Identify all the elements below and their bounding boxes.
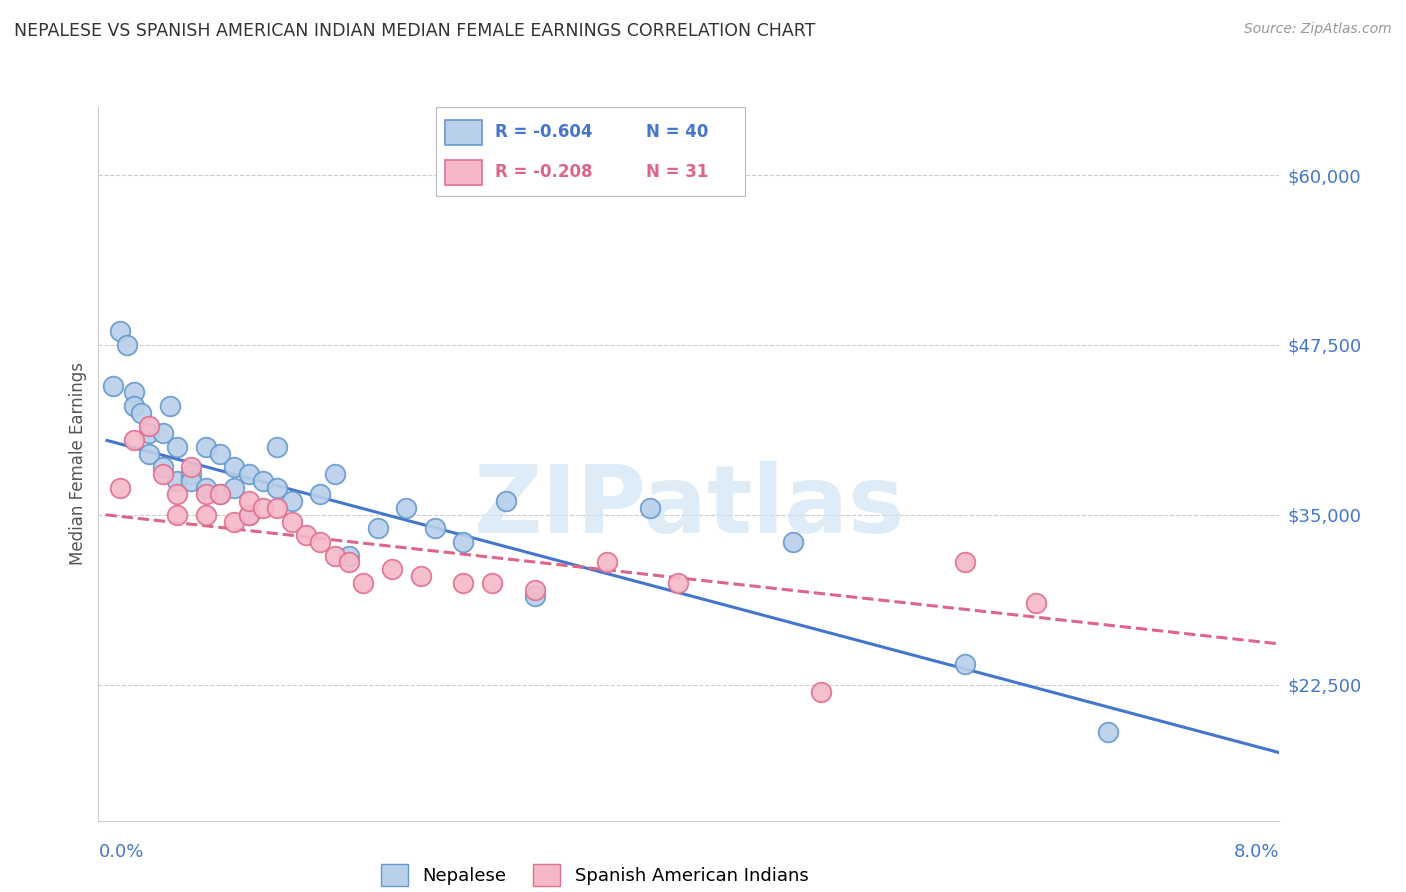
- Point: [209, 487, 232, 501]
- Point: [166, 474, 188, 488]
- Point: [108, 324, 131, 338]
- Bar: [446, 160, 482, 185]
- Point: [138, 426, 160, 441]
- Point: [152, 426, 174, 441]
- Point: [337, 549, 360, 563]
- Point: [381, 562, 404, 576]
- Point: [309, 535, 332, 549]
- Point: [266, 481, 288, 495]
- Point: [252, 501, 274, 516]
- Point: [238, 494, 260, 508]
- Point: [337, 555, 360, 569]
- Text: N = 40: N = 40: [647, 123, 709, 141]
- Point: [409, 569, 432, 583]
- Point: [352, 575, 374, 590]
- Point: [101, 378, 124, 392]
- Point: [953, 555, 976, 569]
- Text: 0.0%: 0.0%: [98, 843, 143, 861]
- Point: [782, 535, 804, 549]
- Point: [323, 467, 346, 481]
- Point: [180, 460, 202, 475]
- Point: [595, 555, 617, 569]
- Point: [238, 508, 260, 522]
- Point: [495, 494, 517, 508]
- Point: [131, 406, 153, 420]
- Text: N = 31: N = 31: [647, 163, 709, 181]
- Point: [367, 521, 389, 535]
- Point: [481, 575, 503, 590]
- Point: [395, 501, 418, 516]
- Point: [194, 481, 217, 495]
- Point: [309, 487, 332, 501]
- Point: [159, 399, 181, 413]
- Point: [180, 474, 202, 488]
- Point: [115, 338, 138, 352]
- Point: [224, 460, 246, 475]
- Point: [152, 467, 174, 481]
- Text: ZIPatlas: ZIPatlas: [474, 460, 904, 553]
- Point: [152, 460, 174, 475]
- Point: [194, 440, 217, 454]
- Point: [953, 657, 976, 672]
- Point: [252, 474, 274, 488]
- Point: [224, 481, 246, 495]
- Point: [138, 419, 160, 434]
- Point: [209, 447, 232, 461]
- Point: [453, 575, 475, 590]
- Text: R = -0.208: R = -0.208: [495, 163, 592, 181]
- Point: [180, 467, 202, 481]
- Legend: Nepalese, Spanish American Indians: Nepalese, Spanish American Indians: [373, 857, 815, 892]
- Point: [1025, 596, 1047, 610]
- Point: [238, 508, 260, 522]
- Text: R = -0.604: R = -0.604: [495, 123, 592, 141]
- Point: [638, 501, 661, 516]
- Point: [238, 467, 260, 481]
- Point: [138, 447, 160, 461]
- Text: 8.0%: 8.0%: [1234, 843, 1279, 861]
- Point: [224, 515, 246, 529]
- Point: [280, 515, 302, 529]
- Point: [295, 528, 318, 542]
- Point: [423, 521, 446, 535]
- Point: [280, 494, 302, 508]
- Point: [266, 440, 288, 454]
- Text: NEPALESE VS SPANISH AMERICAN INDIAN MEDIAN FEMALE EARNINGS CORRELATION CHART: NEPALESE VS SPANISH AMERICAN INDIAN MEDI…: [14, 22, 815, 40]
- Point: [524, 590, 547, 604]
- Point: [166, 508, 188, 522]
- Point: [666, 575, 689, 590]
- Point: [209, 487, 232, 501]
- Point: [524, 582, 547, 597]
- Point: [166, 487, 188, 501]
- Point: [194, 487, 217, 501]
- Point: [166, 440, 188, 454]
- Bar: [446, 120, 482, 145]
- Point: [266, 501, 288, 516]
- Y-axis label: Median Female Earnings: Median Female Earnings: [69, 362, 87, 566]
- Point: [810, 684, 832, 698]
- Point: [453, 535, 475, 549]
- Point: [194, 508, 217, 522]
- Point: [122, 399, 145, 413]
- Point: [108, 481, 131, 495]
- Point: [323, 549, 346, 563]
- Text: Source: ZipAtlas.com: Source: ZipAtlas.com: [1244, 22, 1392, 37]
- Point: [122, 433, 145, 447]
- Point: [1097, 725, 1119, 739]
- Point: [122, 385, 145, 400]
